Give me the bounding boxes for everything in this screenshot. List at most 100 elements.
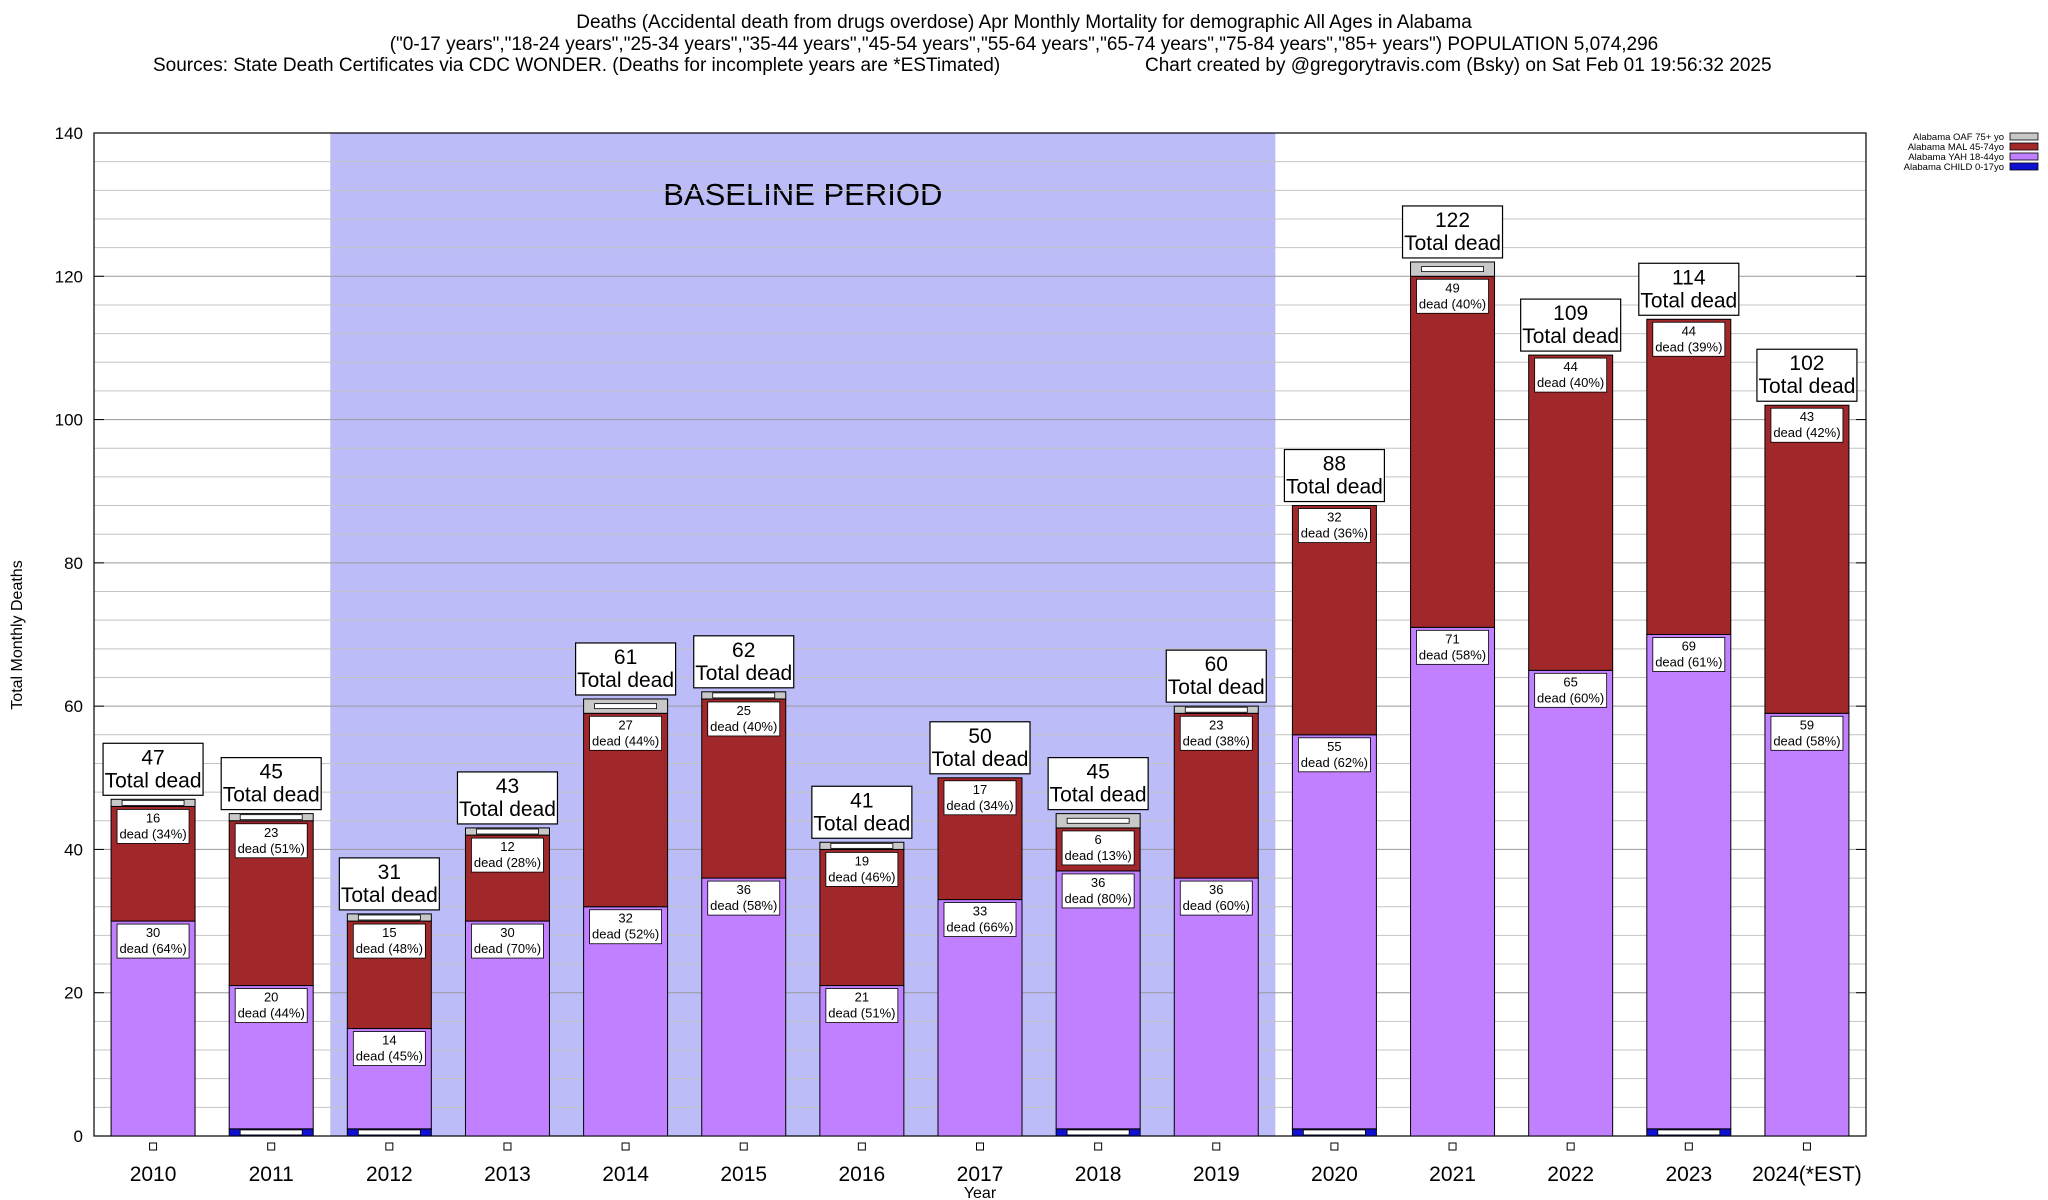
x-tick-marker [857,1142,866,1151]
total-label-box [1401,205,1504,259]
x-tick-label: 2016 [839,1163,886,1186]
segment-label-box [471,837,544,873]
total-suffix-label: Total dead [695,662,792,685]
total-suffix-label: Total dead [577,669,674,692]
segment-value-label: 44 [1682,323,1696,338]
total-value-label: 114 [1672,266,1706,289]
total-label-box [1165,649,1267,703]
total-label-box [1638,262,1740,316]
segment-value-label: 43 [1800,409,1814,424]
total-label-box [693,635,795,689]
segment-value-label: 32 [1327,510,1341,525]
segment-percent-label: dead (80%) [1065,891,1132,906]
segment-value-label: 49 [1445,280,1459,295]
segment-percent-label: dead (34%) [119,826,186,841]
x-tick-marker [267,1142,276,1151]
segment-value-label: 12 [500,839,514,854]
bar-segment [1410,626,1496,1137]
segment-value-label: 71 [1445,631,1459,646]
bar-segment [1528,354,1614,671]
segment-percent-label: dead (52%) [592,927,659,942]
x-tick-marker [1330,1142,1339,1151]
total-value-label: 41 [850,789,873,812]
total-label-box [456,771,559,825]
segment-value-label: 55 [1327,739,1341,754]
segment-value-label: 36 [736,882,750,897]
small-segment-marker [239,814,303,821]
total-label-box [929,721,1031,775]
x-tick-label: 2024(*EST) [1752,1163,1862,1186]
segment-label-box [707,701,781,737]
total-label-box [1756,348,1858,402]
total-label-box [1283,448,1386,503]
segment-percent-label: dead (28%) [474,855,541,870]
segment-value-label: 23 [1209,717,1223,732]
segment-value-label: 30 [146,925,160,940]
x-tick-marker [739,1142,748,1151]
total-value-label: 45 [260,761,283,784]
y-tick-label: 60 [64,697,83,716]
segment-value-label: 6 [1095,832,1102,847]
total-suffix-label: Total dead [1640,289,1737,312]
segment-label-box [825,988,899,1023]
segment-value-label: 23 [264,825,278,840]
baseline-period-label: BASELINE PERIOD [663,177,942,212]
segment-value-label: 33 [973,904,987,919]
segment-value-label: 14 [382,1033,396,1048]
segment-label-box [1770,715,1844,751]
segment-value-label: 25 [736,703,750,718]
total-label-box [1520,298,1622,352]
x-tick-marker [149,1142,158,1151]
total-suffix-label: Total dead [1758,375,1855,398]
total-value-label: 122 [1435,209,1470,232]
segment-percent-label: dead (44%) [238,1006,305,1021]
segment-label-box [234,988,308,1023]
segment-label-box [589,715,662,751]
y-tick-label: 20 [64,984,83,1003]
y-tick-label: 80 [64,554,83,573]
segment-percent-label: dead (45%) [356,1049,423,1064]
small-segment-marker [1303,1129,1366,1136]
x-tick-label: 2019 [1193,1163,1240,1186]
segment-label-box [943,902,1017,937]
small-segment-marker [357,1129,421,1136]
segment-label-box [1652,637,1726,672]
legend-swatch [2009,132,2039,141]
segment-percent-label: dead (13%) [1065,848,1132,863]
y-axis-label: Total Monthly Deaths [9,560,26,709]
total-suffix-label: Total dead [813,812,910,835]
chart-title: Deaths (Accidental death from drugs over… [576,12,1472,33]
segment-value-label: 44 [1563,359,1577,374]
x-tick-label: 2012 [366,1163,413,1186]
segment-label-box [1298,508,1371,543]
segment-label-box [589,909,662,945]
segment-value-label: 19 [855,853,869,868]
total-suffix-label: Total dead [223,784,320,807]
segment-label-box [1061,830,1135,866]
total-label-box [102,742,204,796]
segment-label-box [1179,880,1253,916]
segment-value-label: 15 [382,925,396,940]
total-label-box [1047,757,1149,811]
legend-swatch [2009,142,2039,151]
segment-percent-label: dead (36%) [1301,526,1368,541]
x-axis-label: Year [964,1185,997,1200]
y-tick-label: 0 [74,1127,83,1146]
segment-label-box [1652,321,1726,357]
bar-segment [937,899,1023,1137]
x-tick-marker [1802,1142,1811,1151]
small-segment-marker [1657,1129,1721,1136]
segment-value-label: 27 [618,717,632,732]
segment-value-label: 20 [264,990,278,1005]
segment-value-label: 16 [146,810,160,825]
bar-segment [1410,275,1496,628]
x-tick-label: 2013 [484,1163,531,1186]
small-segment-marker [121,799,185,806]
small-segment-marker [830,842,894,849]
segment-percent-label: dead (58%) [1773,733,1840,748]
small-segment-marker [1421,266,1484,273]
small-segment-marker [357,914,421,921]
total-value-label: 102 [1789,352,1824,375]
x-tick-label: 2023 [1665,1163,1712,1186]
x-tick-label: 2018 [1075,1163,1122,1186]
